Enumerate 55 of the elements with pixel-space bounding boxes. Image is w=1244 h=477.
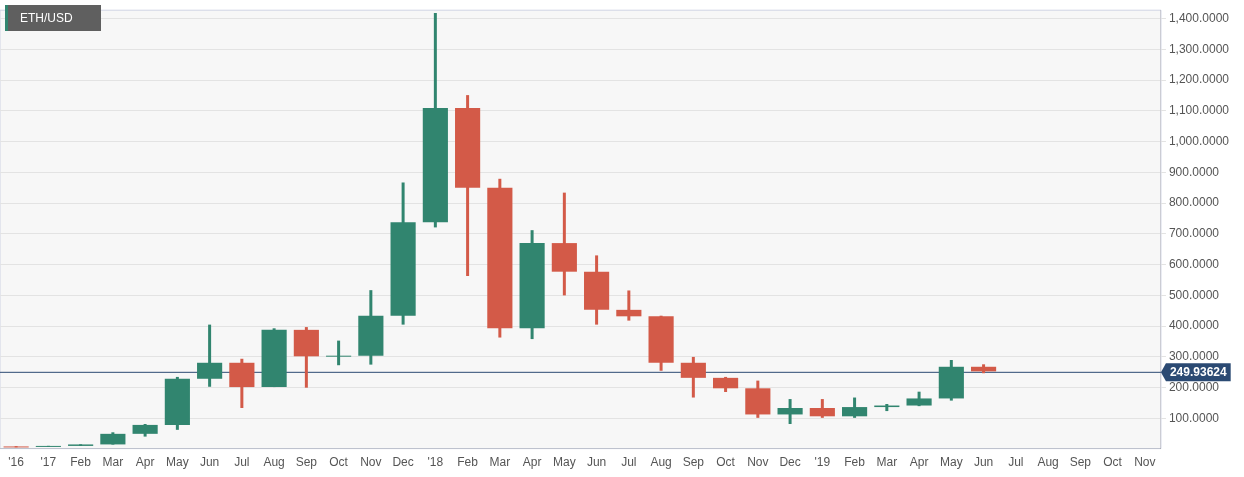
ref-line-label: 249.93624 — [1169, 364, 1227, 379]
x-tick-label: Mar — [876, 455, 898, 470]
x-tick-label: Apr — [909, 455, 929, 470]
x-tick-label: Oct — [329, 455, 349, 470]
x-tick-label: '19 — [814, 455, 831, 470]
x-tick-label: Oct — [1103, 455, 1123, 470]
candlestick — [616, 290, 642, 321]
y-tick-label: 200.0000 — [1168, 380, 1220, 394]
x-tick-label: Jul — [1008, 455, 1024, 470]
candlestick — [326, 340, 352, 367]
y-tick-label: 1,300.0000 — [1168, 41, 1230, 56]
y-tick-label: 400.0000 — [1168, 318, 1220, 333]
x-tick-label: Nov — [747, 455, 769, 470]
x-tick-label: Sep — [1069, 455, 1092, 470]
x-tick-label: Jun — [586, 455, 607, 470]
x-tick-label: May — [939, 455, 963, 470]
x-tick-label: May — [166, 455, 189, 470]
y-tick-label: 700.0000 — [1168, 226, 1220, 241]
y-tick-label: 500.0000 — [1168, 287, 1220, 302]
x-tick-label: Jun — [199, 455, 220, 470]
x-tick-label: Feb — [70, 455, 92, 470]
x-tick-label: Jul — [621, 455, 637, 470]
x-tick-label: Oct — [716, 455, 736, 470]
x-tick-label: '17 — [40, 455, 57, 470]
x-tick-label: Jun — [973, 455, 994, 470]
y-tick-label: 600.0000 — [1168, 256, 1220, 271]
y-tick-label: 900.0000 — [1168, 164, 1220, 179]
candlestick — [777, 399, 803, 424]
y-tick-label: 1,100.0000 — [1168, 103, 1230, 118]
x-tick-label: Apr — [135, 455, 155, 470]
x-tick-label: Nov — [1134, 455, 1156, 470]
y-tick-label: 1,400.0000 — [1168, 10, 1230, 25]
y-tick-label: 100.0000 — [1168, 410, 1220, 425]
x-tick-label: Aug — [263, 455, 285, 470]
x-tick-label: Dec — [392, 455, 414, 470]
x-tick-label: Sep — [295, 455, 318, 470]
x-tick-label: Feb — [457, 455, 479, 470]
x-tick-label: '16 — [8, 455, 25, 470]
x-tick-label: '18 — [427, 455, 444, 470]
x-tick-label: Dec — [779, 455, 801, 470]
y-tick-label: 300.0000 — [1168, 349, 1220, 364]
title-tag: ETH/USD — [5, 5, 101, 31]
x-tick-label: Mar — [102, 455, 124, 470]
x-tick-label: Sep — [682, 455, 705, 470]
y-tick-label: 1,000.0000 — [1168, 133, 1230, 148]
x-tick-label: Aug — [1037, 455, 1059, 470]
x-tick-label: Aug — [650, 455, 672, 470]
x-tick-label: Mar — [489, 455, 511, 470]
x-tick-label: Jul — [234, 455, 250, 470]
x-tick-label: Nov — [360, 455, 382, 470]
x-tick-label: May — [553, 455, 576, 470]
y-tick-label: 1,200.0000 — [1168, 72, 1230, 87]
x-tick-label: Apr — [522, 455, 542, 470]
x-tick-label: Feb — [844, 455, 866, 470]
y-tick-label: 800.0000 — [1168, 195, 1220, 210]
